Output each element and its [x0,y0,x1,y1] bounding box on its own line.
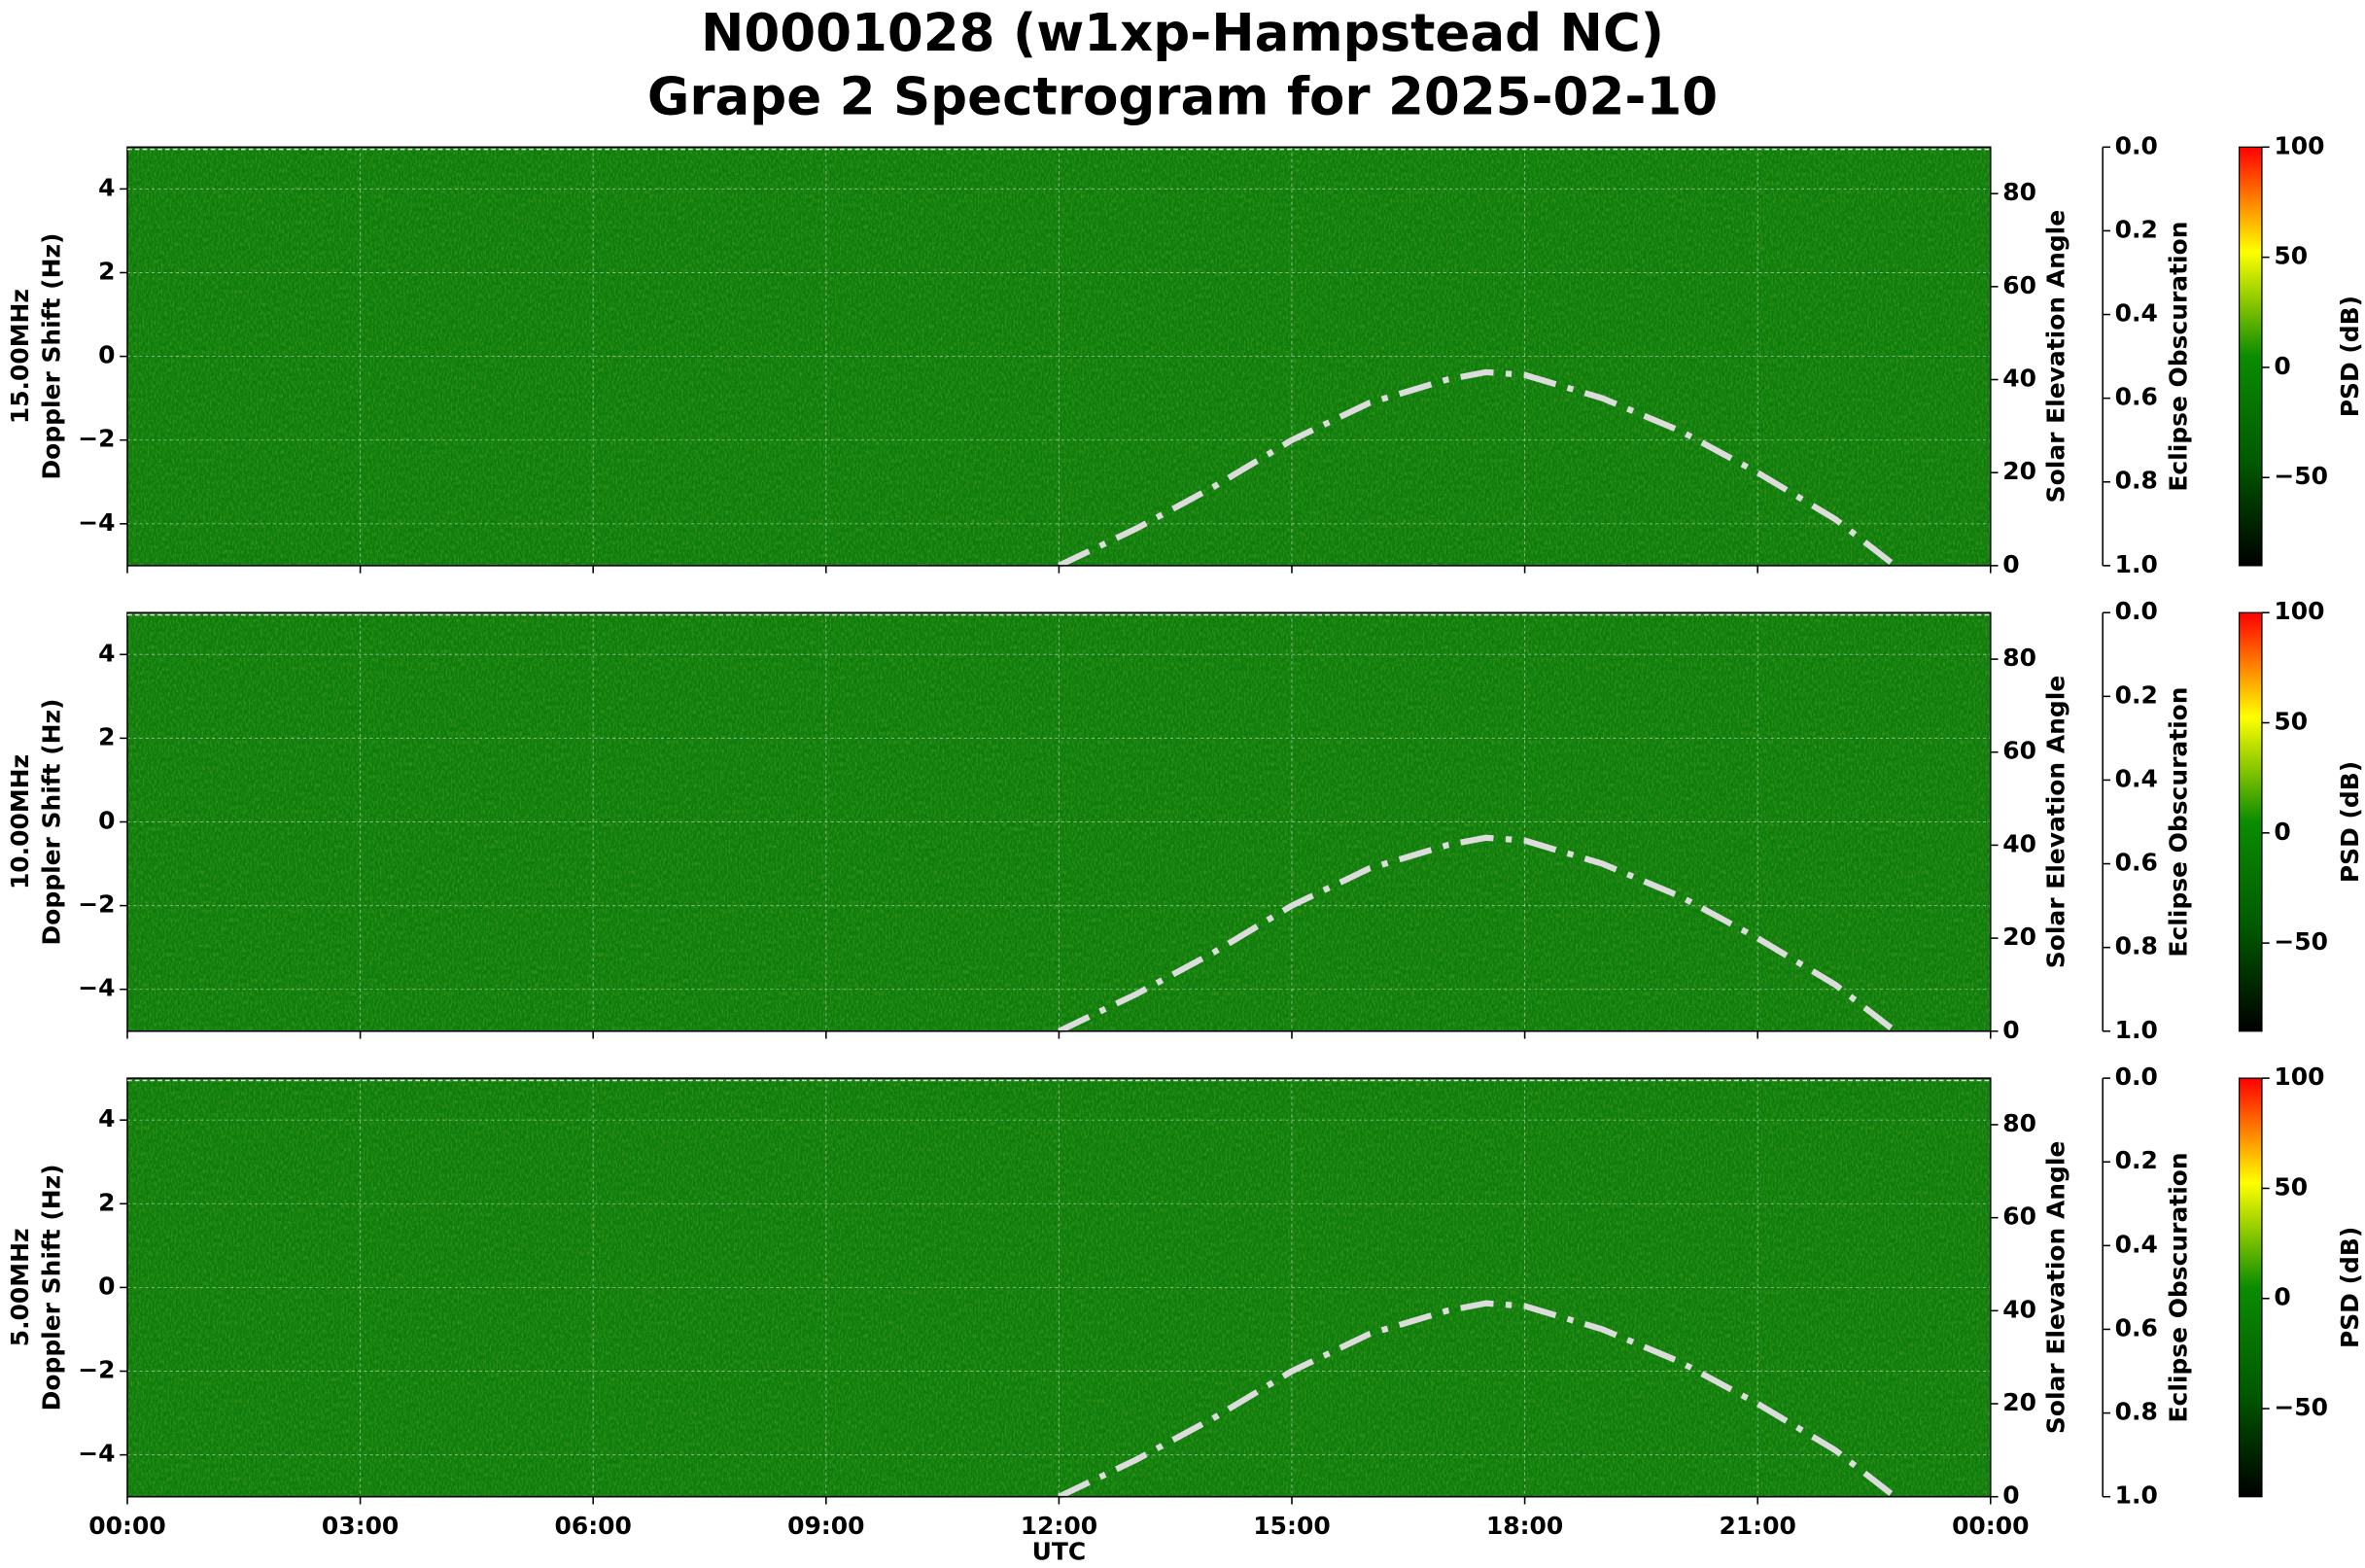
x-axis-label: UTC [1032,1537,1087,1565]
colorbar-tick-label: −50 [2274,927,2328,956]
colorbar [2238,1077,2263,1498]
colorbar-tick-label: 50 [2274,1172,2308,1201]
colorbar [2238,611,2263,1032]
x-tick-label: 06:00 [555,1512,632,1540]
y2-tick-label: 0 [2002,550,2019,578]
y2-tick-label: 60 [2002,271,2036,299]
colorbar-tick-label: 0 [2274,352,2290,380]
y3-tick-label: 1.0 [2115,550,2158,578]
y-tick-label: −2 [78,890,115,919]
colorbar-tick-label: −50 [2274,1393,2328,1421]
colorbar-tick-label: 100 [2274,131,2324,159]
y3-tick-label: 0.6 [2115,1313,2158,1342]
y3-tick-label: 0.8 [2115,467,2158,495]
y2-tick-label: 60 [2002,737,2036,765]
solar-elevation-line [1058,368,1897,569]
x-tick-label: 00:00 [88,1512,165,1540]
x-tick-label: 00:00 [1952,1512,2029,1540]
x-tick-label: 03:00 [322,1512,399,1540]
y-tick-label: 4 [98,1104,115,1132]
y-tick-label: −2 [78,425,115,453]
y-tick-label: 4 [98,639,115,667]
y3-tick-label: 0.8 [2115,932,2158,960]
frequency-label: 15.00MHz [6,289,34,424]
y-tick-label: −2 [78,1356,115,1384]
y2-tick-label: 20 [2002,457,2036,485]
figure-title: N0001028 (w1xp-Hampstead NC) [701,3,1664,63]
y2-tick-label: 40 [2002,829,2036,857]
y-tick-label: −4 [78,974,115,1002]
colorbar-label: PSD (dB) [2336,761,2364,883]
y3-tick-label: 0.4 [2115,1230,2158,1258]
y-tick-label: 0 [98,341,115,369]
y2-tick-label: 0 [2002,1481,2019,1510]
colorbar-label: PSD (dB) [2336,296,2364,417]
colorbar-label: PSD (dB) [2336,1227,2364,1348]
y3-tick-label: 0.2 [2115,680,2158,709]
x-tick-label: 12:00 [1021,1512,1097,1540]
colorbar-tick-label: 50 [2274,708,2308,736]
y3-tick-label: 0.0 [2115,1063,2158,1091]
y2-tick-label: 0 [2002,1016,2019,1044]
y2-axis-label: Solar Elevation Angle [2041,210,2069,503]
y-tick-label: 0 [98,1272,115,1300]
x-tick-label: 21:00 [1719,1512,1795,1540]
y2-axis-label: Solar Elevation Angle [2041,676,2069,968]
y-tick-label: 2 [98,722,115,750]
y2-tick-label: 40 [2002,365,2036,393]
colorbar-tick-label: −50 [2274,462,2328,490]
y3-tick-label: 1.0 [2115,1481,2158,1510]
y3-tick-label: 0.4 [2115,299,2158,328]
y-axis-label: Doppler Shift (Hz) [38,233,66,480]
colorbar-tick-label: 50 [2274,242,2308,270]
y3-tick-label: 0.4 [2115,764,2158,792]
y3-axis-label: Eclipse Obscuration [2165,686,2193,957]
y3-tick-label: 0.6 [2115,849,2158,877]
y3-tick-label: 0.8 [2115,1398,2158,1426]
colorbar [2238,146,2263,567]
y-axis-label: Doppler Shift (Hz) [38,1164,66,1411]
colorbar-tick-label: 0 [2274,818,2290,846]
frequency-label: 5.00MHz [6,1229,34,1347]
y-tick-label: −4 [78,508,115,537]
frequency-label: 10.00MHz [6,754,34,889]
y3-axis-label: Eclipse Obscuration [2165,222,2193,492]
y2-axis-label: Solar Elevation Angle [2041,1141,2069,1434]
colorbar-tick-label: 0 [2274,1283,2290,1311]
x-tick-label: 18:00 [1486,1512,1563,1540]
y2-tick-label: 80 [2002,644,2036,672]
y-tick-label: 2 [98,1188,115,1216]
y-tick-label: 4 [98,173,115,201]
y-tick-label: 2 [98,257,115,285]
y3-axis-label: Eclipse Obscuration [2165,1152,2193,1422]
colorbar-tick-label: 100 [2274,1063,2324,1091]
solar-elevation-line [1058,1300,1897,1500]
y3-tick-label: 0.0 [2115,597,2158,625]
colorbar-tick-label: 100 [2274,597,2324,625]
y-tick-label: 0 [98,806,115,834]
y3-tick-label: 1.0 [2115,1016,2158,1044]
y-axis-label: Doppler Shift (Hz) [38,699,66,946]
y3-tick-label: 0.0 [2115,131,2158,159]
y2-tick-label: 80 [2002,178,2036,206]
x-tick-label: 09:00 [787,1512,864,1540]
figure-title: Grape 2 Spectrogram for 2025-02-10 [647,67,1718,127]
y-tick-label: −4 [78,1440,115,1468]
y3-tick-label: 0.2 [2115,215,2158,243]
y2-tick-label: 40 [2002,1295,2036,1323]
x-tick-label: 15:00 [1253,1512,1330,1540]
solar-elevation-line [1058,834,1897,1034]
y2-tick-label: 20 [2002,1388,2036,1416]
y3-tick-label: 0.6 [2115,383,2158,411]
y3-tick-label: 0.2 [2115,1146,2158,1174]
y2-tick-label: 60 [2002,1202,2036,1231]
y2-tick-label: 80 [2002,1109,2036,1137]
y2-tick-label: 20 [2002,923,2036,951]
